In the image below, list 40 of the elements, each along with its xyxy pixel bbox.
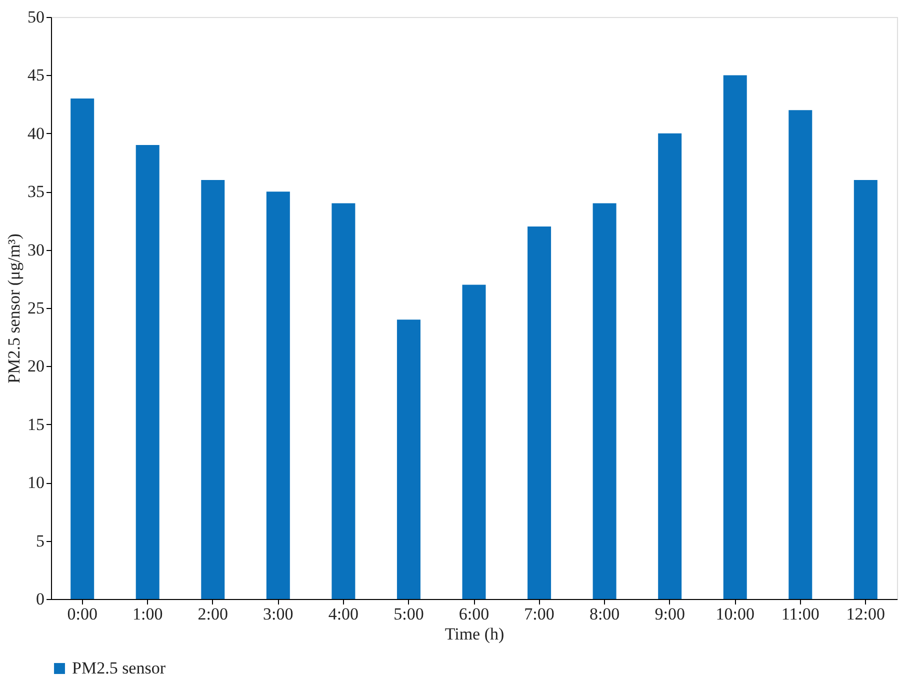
x-tick-label: 7:00 xyxy=(524,604,554,624)
bar xyxy=(136,145,160,599)
bar xyxy=(528,226,552,599)
y-tick-label: 15 xyxy=(28,414,44,434)
bar xyxy=(788,110,812,599)
y-tick-label: 45 xyxy=(28,66,44,85)
x-tick-label: 1:00 xyxy=(132,604,163,624)
y-tick-label: 25 xyxy=(28,298,44,318)
x-tick-label: 2:00 xyxy=(198,604,228,624)
x-axis-title: Time (h) xyxy=(444,624,504,644)
bar xyxy=(266,192,290,599)
bar xyxy=(658,133,682,599)
y-tick-label: 10 xyxy=(28,473,44,492)
x-tick-label: 9:00 xyxy=(654,604,685,624)
y-tick-label: 40 xyxy=(28,124,44,143)
y-tick-label: 20 xyxy=(28,356,44,376)
y-tick-label: 5 xyxy=(36,531,44,550)
y-tick-label: 50 xyxy=(28,8,44,26)
x-tick-label: 0:00 xyxy=(67,604,98,624)
y-axis-title: PM2.5 sensor (μg/m³) xyxy=(4,234,24,384)
x-tick-label: 11:00 xyxy=(781,604,820,624)
x-tick-label: 5:00 xyxy=(394,604,424,624)
bar xyxy=(854,180,878,599)
bar xyxy=(592,203,616,599)
x-tick-label: 3:00 xyxy=(263,604,294,624)
bar xyxy=(723,75,747,599)
bar xyxy=(462,284,486,599)
bar xyxy=(201,180,225,599)
y-tick-label: 0 xyxy=(36,590,44,608)
legend-label: PM2.5 sensor xyxy=(72,658,166,678)
y-tick-label: 30 xyxy=(28,240,44,260)
x-tick-label: 4:00 xyxy=(328,604,359,624)
x-tick-label: 10:00 xyxy=(716,604,754,624)
x-tick-label: 8:00 xyxy=(589,604,620,624)
x-tick-label: 12:00 xyxy=(846,604,886,624)
bar xyxy=(332,203,356,599)
bar xyxy=(70,98,94,599)
bar xyxy=(396,320,420,599)
y-tick-label: 35 xyxy=(28,182,44,202)
x-tick-label: 6:00 xyxy=(458,604,490,624)
